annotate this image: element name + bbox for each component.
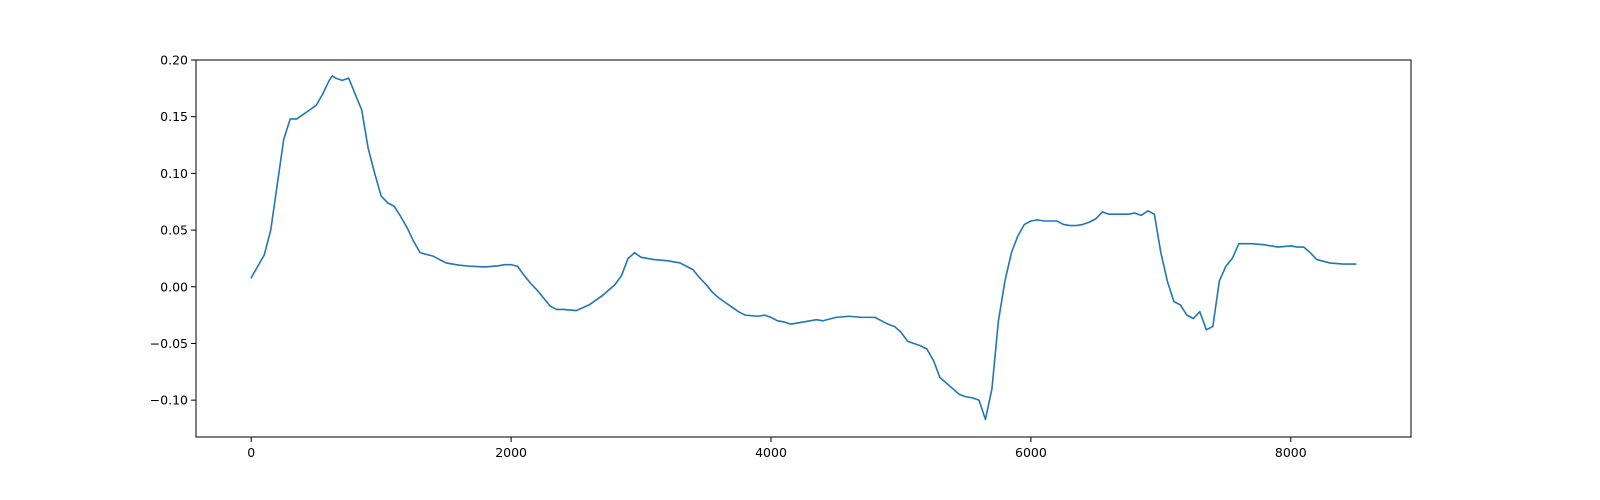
- x-tick-label: 8000: [1275, 445, 1307, 460]
- axes-frame: [195, 59, 1412, 438]
- series-layer: [250, 75, 1357, 421]
- y-tick-label: 0.15: [160, 109, 188, 124]
- y-tick-label: 0.10: [160, 166, 188, 181]
- y-axis: 0.20 0.15 0.10 0.05 0.00 −0.05 −0.10: [150, 53, 196, 408]
- x-tick-label: 2000: [495, 445, 527, 460]
- series-line-0: [250, 75, 1357, 421]
- y-tick-label: 0.20: [160, 53, 188, 68]
- x-axis: 0 2000 4000 6000 8000: [247, 437, 1307, 460]
- x-tick-label: 6000: [1015, 445, 1047, 460]
- x-tick-label: 0: [247, 445, 255, 460]
- y-tick-label: 0.05: [160, 223, 188, 238]
- y-tick-label: 0.00: [160, 279, 188, 294]
- y-tick-label: −0.10: [150, 393, 188, 408]
- x-tick-label: 4000: [755, 445, 787, 460]
- y-tick-label: −0.05: [150, 336, 188, 351]
